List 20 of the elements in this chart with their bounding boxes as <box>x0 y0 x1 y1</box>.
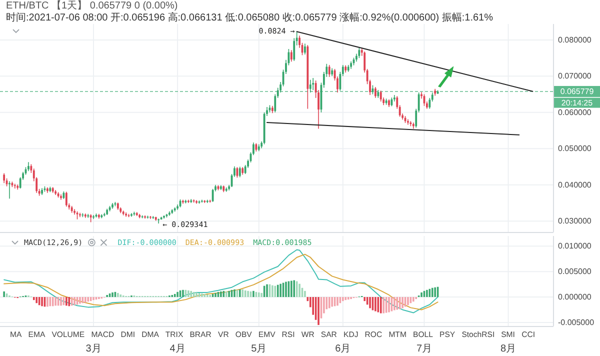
x-tick-label: 8月 <box>500 344 516 354</box>
y-tick-label: 0.005000 <box>558 267 592 276</box>
ref-line-label: 0.065779 <box>560 86 594 96</box>
y-tick-label: 0.010000 <box>558 242 592 251</box>
y-tick-label: 0.060000 <box>558 108 592 117</box>
y-tick-label: -0.005000 <box>558 318 595 327</box>
y-tick-label: 0.050000 <box>558 144 592 154</box>
x-tick-label: 3月 <box>86 344 102 354</box>
x-tick-label: 7月 <box>416 344 432 354</box>
x-tick-label: 6月 <box>335 344 351 354</box>
chart-subtitle: 时间:2021-07-06 08:00 开:0.065196 高:0.066131 低:0.065080 收:0.065779 涨幅:0.92%(0.000600) 振幅:1.61% <box>6 12 494 24</box>
y-tick-label: 0.070000 <box>558 72 592 81</box>
y-tick-label: 0.080000 <box>558 35 592 44</box>
y-tick-label: 0.000000 <box>558 292 592 302</box>
y-tick-label: 0.040000 <box>558 180 592 190</box>
chart-title: ETH/BTC 【1天】 0.065779 0 (0.00%) <box>6 0 178 12</box>
x-tick-label: 4月 <box>170 344 186 354</box>
x-tick-label: 5月 <box>251 344 267 354</box>
y-tick-label: 0.030000 <box>558 216 592 226</box>
text: 20:14:25 <box>561 98 594 108</box>
